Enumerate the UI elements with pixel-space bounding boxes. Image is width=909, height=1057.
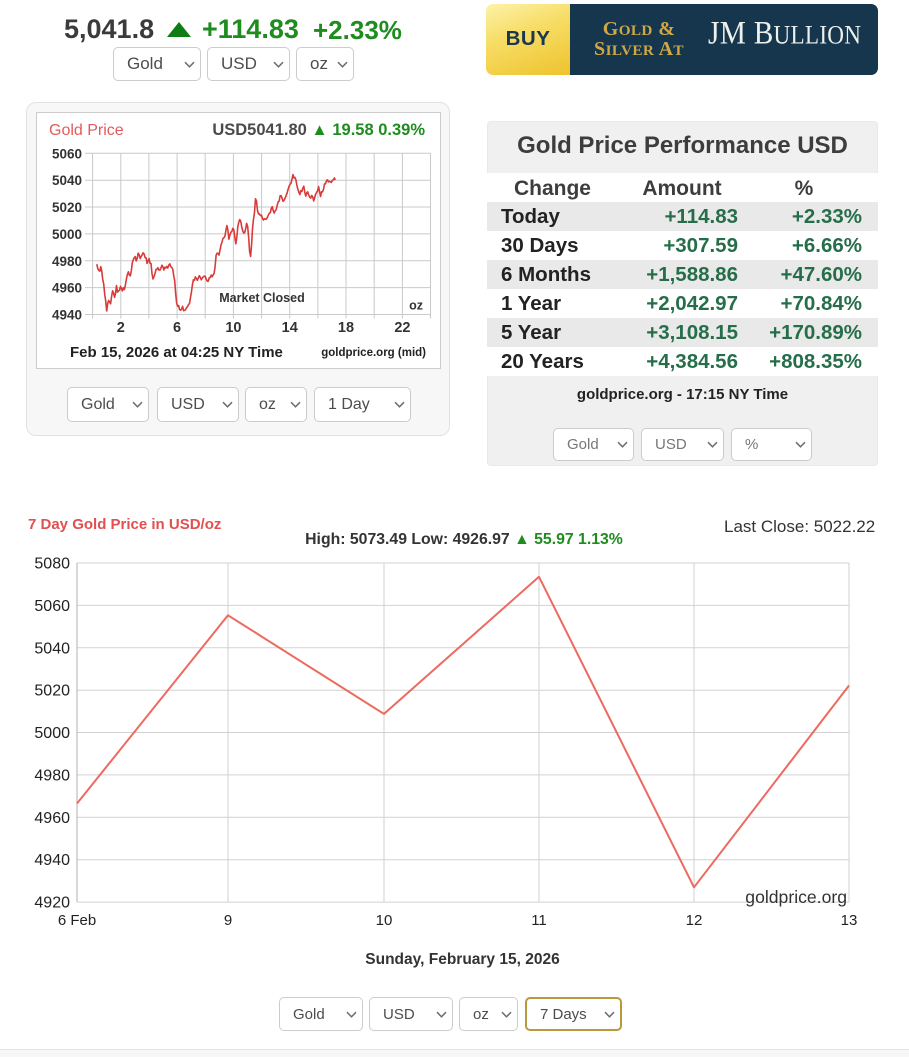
svg-text:5040: 5040 [34,640,70,657]
svg-text:4980: 4980 [34,767,70,784]
svg-text:goldprice.org: goldprice.org [745,887,847,907]
svg-text:5080: 5080 [34,556,70,573]
svg-text:USD5041.80 ▲ 19.58 0.39%: USD5041.80 ▲ 19.58 0.39% [212,121,425,139]
svg-text:Market Closed: Market Closed [219,291,304,305]
svg-text:4960: 4960 [34,810,70,827]
svg-text:5040: 5040 [52,173,82,188]
svg-text:13: 13 [841,912,858,929]
svg-text:Feb 15, 2026 at 04:25 NY Time: Feb 15, 2026 at 04:25 NY Time [70,344,283,361]
svg-text:9: 9 [224,912,232,929]
svg-text:14: 14 [282,320,298,336]
svg-text:5020: 5020 [52,200,82,215]
svg-text:5060: 5060 [52,146,82,161]
svg-text:10: 10 [225,320,241,336]
svg-text:5000: 5000 [34,725,70,742]
svg-text:4940: 4940 [52,308,82,323]
svg-text:11: 11 [531,912,547,929]
svg-text:5060: 5060 [34,598,70,615]
svg-text:6: 6 [173,320,181,336]
svg-text:5020: 5020 [34,683,70,700]
svg-text:oz: oz [409,299,423,313]
svg-text:goldprice.org (mid): goldprice.org (mid) [321,347,426,359]
svg-text:4920: 4920 [34,895,70,912]
svg-text:Gold Price: Gold Price [49,122,124,139]
svg-text:6 Feb: 6 Feb [58,912,96,929]
svg-text:4980: 4980 [52,254,82,269]
svg-text:4960: 4960 [52,281,82,296]
svg-text:12: 12 [686,912,703,929]
svg-text:18: 18 [338,320,354,336]
svg-text:5000: 5000 [52,227,82,242]
svg-text:4940: 4940 [34,852,70,869]
svg-text:10: 10 [376,912,393,929]
svg-text:2: 2 [117,320,125,336]
svg-text:22: 22 [394,320,410,336]
